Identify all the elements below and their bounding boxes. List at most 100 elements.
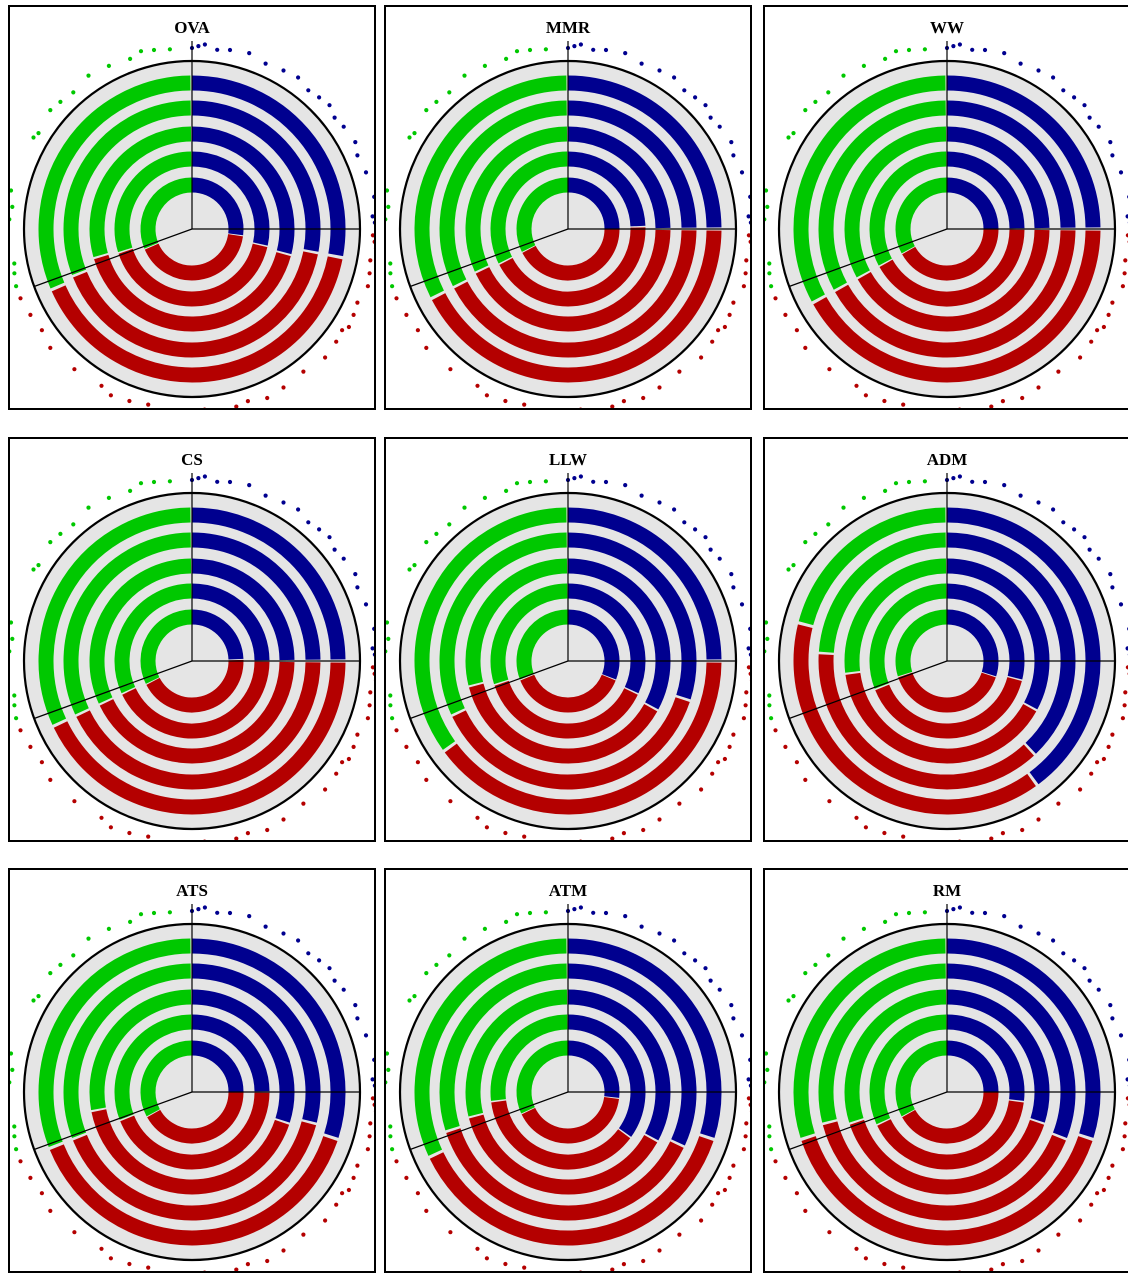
class3-marker [99, 383, 104, 388]
class2-ring-arc [140, 1040, 192, 1117]
class2-marker [893, 481, 899, 486]
class1-marker [263, 493, 268, 498]
class3-marker [621, 399, 626, 404]
class1-marker [227, 910, 233, 916]
class1-marker [341, 556, 346, 561]
class3-marker [1123, 258, 1128, 263]
class1-marker [1051, 507, 1056, 512]
class3-marker [245, 1262, 250, 1267]
class2-ring-arc [465, 558, 568, 686]
class3-marker [882, 398, 887, 404]
class1-marker [1061, 88, 1066, 93]
class2-ring-arc [38, 938, 191, 1148]
class3-marker [657, 1248, 662, 1253]
class2-marker [791, 131, 796, 136]
class3-marker [1095, 760, 1100, 765]
class3-marker [958, 407, 961, 408]
class1-marker [247, 914, 252, 919]
class1-marker [739, 602, 745, 607]
class3-marker [1106, 1175, 1111, 1180]
class3-ring-arc [835, 230, 1076, 358]
class2-marker [841, 73, 846, 78]
class2-marker [106, 63, 111, 68]
class1-ring-arc [946, 151, 1025, 229]
class3-ring-arc [99, 661, 295, 764]
class3-marker [641, 395, 646, 401]
class1-marker [202, 905, 207, 910]
class2-marker [386, 636, 391, 641]
class3-marker [677, 369, 682, 374]
chart-panel: OVA [8, 5, 376, 410]
class2-ring-arc [490, 583, 568, 685]
class2-marker [48, 108, 53, 113]
class1-marker [327, 966, 332, 971]
class3-marker [334, 771, 339, 776]
class1-marker [693, 95, 698, 100]
class3-marker [301, 369, 306, 374]
class2-marker [462, 505, 467, 510]
axis-spoke-3 [788, 1091, 948, 1151]
class1-marker [731, 585, 736, 590]
class2-marker [386, 217, 388, 222]
class3-marker [579, 1270, 582, 1271]
class3-marker [108, 1256, 113, 1261]
class3-marker [108, 825, 113, 830]
class2-ring-arc [869, 1014, 947, 1125]
class3-marker [404, 744, 409, 749]
class3-ring-arc [53, 662, 346, 815]
class3-marker [863, 1256, 868, 1261]
class1-marker [603, 479, 609, 485]
class3-marker [48, 777, 53, 782]
class3-marker [746, 233, 750, 238]
class1-ring-arc [191, 177, 244, 236]
class2-marker [906, 479, 912, 485]
class1-marker [578, 905, 583, 910]
class1-marker [370, 646, 374, 651]
class2-marker [803, 108, 808, 113]
class2-marker [106, 926, 111, 931]
class2-marker [767, 271, 772, 276]
class3-marker [744, 690, 749, 695]
class3-ring-arc [73, 1121, 317, 1221]
class3-marker [323, 1218, 328, 1223]
class2-marker [12, 703, 17, 708]
class2-marker [767, 1134, 772, 1139]
class3-ring-arc [446, 1128, 684, 1221]
class1-marker [591, 910, 596, 915]
class1-ring-arc [567, 989, 671, 1141]
class3-marker [741, 716, 746, 721]
class3-marker [367, 271, 372, 276]
class1-marker [1051, 75, 1056, 80]
class1-marker [739, 170, 745, 175]
class2-marker [462, 73, 467, 78]
class1-marker [970, 479, 975, 484]
class2-marker [14, 1147, 19, 1152]
class3-marker [989, 404, 994, 408]
class3-ring-arc [468, 683, 658, 764]
class3-marker [901, 402, 906, 407]
class3-ring-arc [146, 659, 244, 713]
class3-ring-arc [499, 227, 646, 307]
class3-ring-arc [801, 1136, 1093, 1246]
class3-marker [958, 839, 961, 840]
class2-marker [10, 1067, 15, 1072]
class1-marker [639, 924, 644, 929]
class2-marker [813, 531, 818, 536]
class1-marker [363, 1033, 369, 1038]
class3-marker [803, 1208, 808, 1213]
class3-marker [863, 825, 868, 830]
class1-marker [951, 476, 956, 481]
class1-marker [1082, 966, 1087, 971]
class2-marker [388, 261, 393, 266]
class1-marker [729, 1003, 734, 1008]
class1-marker [341, 124, 346, 129]
class1-marker [1002, 483, 1007, 488]
class2-marker [791, 994, 796, 999]
class3-marker [127, 398, 132, 404]
class2-marker [386, 188, 390, 193]
class1-marker [196, 44, 201, 49]
class3-marker [355, 300, 360, 305]
class3-marker [368, 258, 373, 263]
class1-marker [355, 585, 360, 590]
class2-marker [151, 47, 157, 53]
